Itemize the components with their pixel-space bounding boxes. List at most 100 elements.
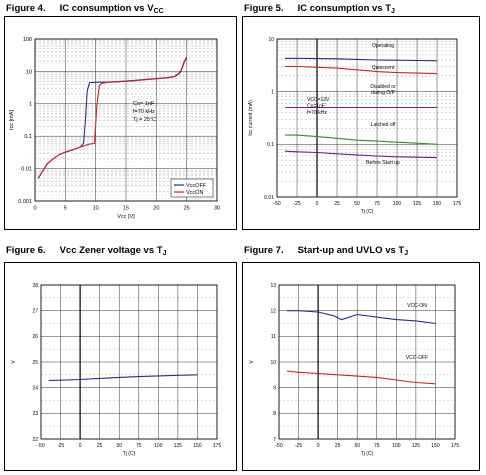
- figure-number: Figure 5.: [244, 3, 284, 14]
- y-tick-label: 13: [270, 283, 276, 289]
- y-tick-label: 28: [32, 283, 38, 289]
- figure-title-text: IC consumption vs V: [59, 3, 154, 14]
- y-tick-label: 0.1: [24, 134, 32, 140]
- y-tick-label: 0.001: [18, 199, 32, 205]
- y-tick-label: 0.1: [267, 142, 274, 148]
- annotation-text: VCC=12V: [307, 97, 330, 103]
- x-tick-label: 25: [184, 206, 190, 212]
- x-tick-label: 15: [123, 206, 129, 212]
- y-tick-label: 26: [32, 334, 38, 340]
- x-tick-label: 175: [453, 201, 462, 207]
- figure-7-chart: 7 8 9 10 11 12 13 -50 -25 0 25 50 75 100 125 150 175 Tj (…: [242, 262, 480, 471]
- x-tick-label: -25: [295, 443, 302, 449]
- figure-4-chart: 0.001 0.01 0.1 1 10 100 0 5 10 15 20 25 30 Vcc [V] Icc…: [4, 16, 237, 230]
- x-tick-label: 100: [392, 443, 401, 449]
- x-tick-label: 175: [451, 443, 460, 449]
- y-tick-label: 8: [273, 411, 276, 417]
- legend-label: VccON: [186, 190, 203, 196]
- x-tick-label: 50: [116, 443, 122, 449]
- x-tick-label: 175: [213, 443, 222, 449]
- x-tick-label: -50: [273, 201, 280, 207]
- figure-4-plot: 0.001 0.01 0.1 1 10 100 0 5 10 15 20 25 30 Vcc [V] Icc…: [9, 37, 220, 220]
- x-axis-label: Tj (C): [361, 209, 374, 215]
- x-tick-label: -50: [275, 443, 282, 449]
- y-axis-label: Icc current (mA): [248, 100, 254, 136]
- figure-title-text: IC consumption vs T: [297, 3, 392, 14]
- y-axis-label: V: [11, 360, 17, 364]
- series-label: Latched off: [371, 122, 396, 128]
- x-tick-label: 150: [433, 201, 442, 207]
- figure-5-plot: 0.01 0.1 1 10 -50 -25 0 25 50 75 100 125 150 175 Tj (C…: [248, 37, 462, 215]
- series-line-operating: [285, 57, 438, 62]
- x-tick-label: 75: [374, 443, 380, 449]
- series-line-vcc-off: [286, 370, 436, 385]
- x-tick-label: 25: [335, 443, 341, 449]
- series-line-main: [48, 374, 198, 382]
- x-tick-label: -25: [57, 443, 64, 449]
- annotation-text: Tj = 25°C: [133, 117, 156, 123]
- x-tick-label: 5: [64, 206, 67, 212]
- y-tick-label: 11: [271, 334, 276, 340]
- x-axis-label: Tj (C): [361, 451, 374, 457]
- plot-frame: [40, 284, 218, 440]
- x-tick-label: 100: [154, 443, 163, 449]
- y-tick-label: 1: [29, 102, 32, 108]
- y-tick-label: 1: [271, 89, 274, 95]
- annotation-text: Co=1nF: [307, 104, 325, 110]
- plot-frame: [276, 38, 458, 198]
- x-tick-label: 0: [79, 443, 82, 449]
- x-tick-label: 10: [93, 206, 99, 212]
- series-line-vccoff: [37, 56, 188, 179]
- series-line-vccon: [37, 57, 188, 179]
- annotation-text: f=70 kHz: [133, 109, 155, 115]
- x-tick-label: 75: [136, 443, 142, 449]
- y-tick-label: 0.01: [21, 167, 32, 173]
- y-tick-label: 24: [32, 385, 38, 391]
- series-line-latched-off: [285, 134, 438, 145]
- y-tick-label: 27: [32, 308, 38, 314]
- x-tick-label: 125: [174, 443, 183, 449]
- x-tick-label: 25: [97, 443, 103, 449]
- x-tick-label: 125: [412, 443, 421, 449]
- figure-7-plot: 7 8 9 10 11 12 13 -50 -25 0 25 50 75 100 125 150 175 Tj (…: [249, 283, 460, 457]
- x-tick-label: 25: [334, 201, 340, 207]
- figure-7-title: Figure 7. Start-up and UVLO vs TJ: [244, 245, 408, 257]
- figure-6-title: Figure 6. Vcc Zener voltage vs TJ: [6, 245, 166, 257]
- figure-number: Figure 7.: [244, 245, 284, 256]
- figure-title-text: Start-up and UVLO vs T: [297, 245, 405, 256]
- y-tick-label: 0.01: [264, 195, 274, 201]
- y-tick-label: 9: [273, 385, 276, 391]
- figure-title-subscript: J: [162, 250, 167, 257]
- figure-5-chart: 0.01 0.1 1 10 -50 -25 0 25 50 75 100 125 150 175 Tj (C…: [242, 16, 480, 230]
- annotation-text: f=70 kHz: [307, 110, 327, 116]
- series-line-quiescent: [285, 65, 438, 75]
- series-label: VCC-ON: [407, 303, 427, 309]
- x-tick-label: -50: [37, 443, 44, 449]
- y-tick-label: 10: [26, 69, 32, 75]
- legend-label: VccOFF: [186, 183, 207, 189]
- figure-6-plot: 22 23 24 25 26 27 28 -50 -25 0 25 50 75 100 125 150 175 T…: [11, 283, 222, 457]
- x-tick-label: 75: [374, 201, 380, 207]
- x-tick-label: 20: [153, 206, 159, 212]
- x-tick-label: 0: [316, 201, 319, 207]
- x-tick-label: 50: [354, 201, 360, 207]
- y-tick-label: 22: [32, 437, 38, 443]
- plot-frame: [278, 284, 456, 440]
- figure-number: Figure 6.: [6, 245, 46, 256]
- figure-title-subscript: J: [391, 8, 395, 15]
- y-tick-label: 10: [270, 360, 276, 366]
- x-tick-label: 0: [33, 206, 36, 212]
- y-axis-label: Icc [mA]: [9, 110, 15, 130]
- figure-title-subscript: CC: [153, 8, 164, 15]
- y-axis-label: V: [249, 360, 255, 364]
- x-tick-label: 125: [413, 201, 422, 207]
- y-tick-label: 23: [32, 411, 38, 417]
- series-line-before-start-up: [284, 150, 438, 159]
- x-tick-label: 150: [193, 443, 202, 449]
- series-label: Operating: [372, 43, 394, 49]
- x-axis-label: Tj (C): [123, 451, 136, 457]
- x-axis-label: Vcc [V]: [117, 214, 135, 220]
- x-tick-label: 50: [354, 443, 360, 449]
- series-label: Quiescent: [372, 65, 395, 71]
- x-tick-label: -25: [293, 201, 300, 207]
